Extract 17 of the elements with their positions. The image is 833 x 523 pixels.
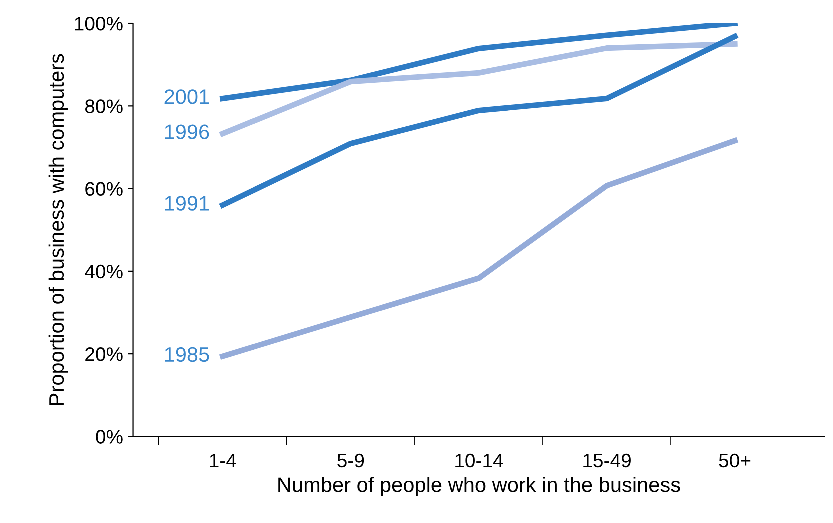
x-tick-label: 5-9 [338, 454, 364, 468]
y-tick-label: 60% [86, 182, 123, 196]
series-label: 1991 [165, 196, 210, 211]
series-label: 1996 [165, 124, 210, 140]
series-label: 2001 [164, 90, 210, 104]
x-tick-label: 1-4 [210, 454, 236, 468]
x-axis-title: Number of people who work in the business [278, 477, 680, 496]
y-axis-title: Proportion of business with computers [48, 54, 68, 405]
x-tick-label: 10-14 [456, 454, 504, 468]
y-tick-label: 20% [86, 348, 123, 362]
y-tick-label: 80% [85, 100, 123, 114]
y-tick-label: 100% [75, 17, 123, 31]
series-label: 1985 [165, 347, 210, 362]
y-tick-label: 40% [85, 264, 123, 279]
x-tick-label: 50+ [719, 454, 751, 468]
y-tick-label: 0% [96, 430, 123, 444]
x-tick-label: 15-49 [584, 454, 631, 468]
